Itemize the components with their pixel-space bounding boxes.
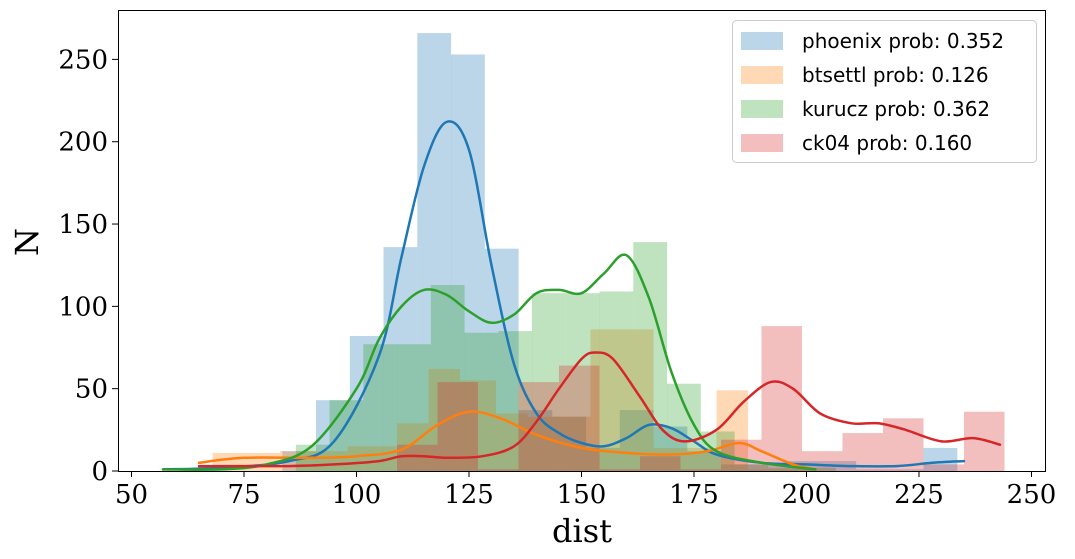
histogram-bar-3-5 xyxy=(599,469,640,471)
histogram-bar-2-15 xyxy=(802,467,836,471)
y-tick-label: 150 xyxy=(58,210,108,240)
x-tick-label: 100 xyxy=(332,480,382,510)
histogram-bar-2-5 xyxy=(464,332,499,471)
x-tick-label: 50 xyxy=(115,480,148,510)
x-tick-label: 200 xyxy=(782,480,832,510)
histogram-bar-0-17 xyxy=(856,469,890,471)
legend-label-0: phoenix prob: 0.352 xyxy=(802,29,1004,53)
histogram-bar-1-3 xyxy=(397,423,429,471)
y-axis-ticks: 0 50 100 150 200 250 xyxy=(58,45,118,487)
histogram-bar-3-6 xyxy=(640,456,681,471)
histogram-bar-0-4 xyxy=(417,33,452,471)
histogram-bar-0-7 xyxy=(518,410,553,471)
legend-label-3: ck04 prob: 0.160 xyxy=(802,131,972,155)
histogram-bar-0-13 xyxy=(721,464,755,471)
y-axis-label: N xyxy=(8,228,46,256)
histogram-bar-2-4 xyxy=(430,285,465,471)
histogram-bar-2-10 xyxy=(633,242,668,471)
histogram-bar-2-14 xyxy=(768,467,803,471)
y-tick-label: 100 xyxy=(58,292,108,322)
legend-label-1: btsettl prob: 0.126 xyxy=(802,63,989,87)
histogram-bar-3-7 xyxy=(680,469,721,471)
histogram-bar-2-9 xyxy=(599,291,634,471)
legend: phoenix prob: 0.352 btsettl prob: 0.126 ku… xyxy=(732,20,1037,163)
histogram-bar-3-4 xyxy=(559,365,600,471)
histogram-bar-0-9 xyxy=(586,447,620,471)
x-tick-label: 150 xyxy=(557,480,607,510)
legend-swatch-0 xyxy=(741,32,783,50)
histogram-bar-2-6 xyxy=(498,331,533,471)
histogram-bar-3-12 xyxy=(883,418,924,471)
y-tick-label: 50 xyxy=(75,375,108,405)
x-tick-label: 250 xyxy=(1007,480,1057,510)
x-axis-label: dist xyxy=(552,512,612,550)
histogram-bar-0-18 xyxy=(889,469,924,471)
y-tick-label: 200 xyxy=(58,128,108,158)
histogram-bar-0-3 xyxy=(383,247,418,471)
kde-line-3 xyxy=(197,351,1002,468)
histogram-bar-0-14 xyxy=(754,464,789,471)
kde-line-1 xyxy=(197,410,817,471)
x-tick-label: 125 xyxy=(444,480,494,510)
histogram-bar-3-2 xyxy=(478,469,519,471)
histogram-bar-2-13 xyxy=(734,464,769,471)
kde-line-2 xyxy=(161,253,817,472)
histogram-bar-0-12 xyxy=(687,451,722,471)
x-tick-label: 225 xyxy=(894,480,944,510)
kde-curves xyxy=(161,120,1002,472)
legend-swatch-1 xyxy=(741,66,783,84)
x-axis-ticks: 50 75 100 125 150 175 200 225 250 xyxy=(115,471,1056,510)
histogram-bar-1-11 xyxy=(748,469,811,471)
legend-box xyxy=(732,20,1037,163)
y-tick-label: 250 xyxy=(58,45,108,75)
x-tick-label: 175 xyxy=(669,480,719,510)
legend-swatch-2 xyxy=(741,100,783,118)
histogram-bar-0-15 xyxy=(788,461,823,471)
x-tick-label: 75 xyxy=(227,480,260,510)
histogram-bar-2-8 xyxy=(565,293,600,471)
histogram-bar-0-19 xyxy=(923,447,958,471)
histogram-bar-2-1 xyxy=(329,400,364,471)
histogram-bar-0-10 xyxy=(619,410,654,471)
legend-swatch-3 xyxy=(741,134,783,152)
y-tick-label: 0 xyxy=(91,457,108,487)
histogram-bar-3-13 xyxy=(923,464,964,471)
histogram-bar-3-11 xyxy=(842,433,883,471)
histogram-bar-3-9 xyxy=(761,326,802,471)
legend-label-2: kurucz prob: 0.362 xyxy=(802,97,990,121)
